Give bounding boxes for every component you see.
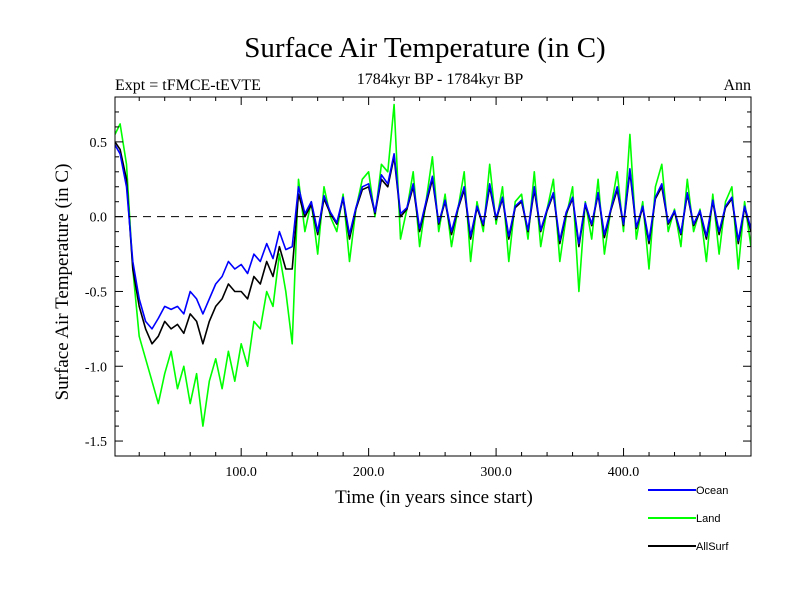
legend: Ocean Land AllSurf: [648, 485, 729, 553]
chart-title: Surface Air Temperature (in C): [244, 32, 605, 64]
x-tick-label: 100.0: [225, 465, 257, 480]
chart-subtitle-right: Ann: [723, 77, 751, 94]
legend-label-land: Land: [696, 513, 720, 525]
legend-label-allsurf: AllSurf: [696, 541, 729, 553]
chart-subtitle-left: Expt = tFMCE-tEVTE: [115, 77, 261, 94]
series-layer: [115, 103, 751, 427]
y-axis-label: Surface Air Temperature (in C): [52, 164, 73, 401]
y-tick-label: -1.5: [85, 435, 107, 450]
x-tick-label: 300.0: [480, 465, 512, 480]
x-tick-label: 400.0: [608, 465, 640, 480]
plot-frame: [114, 96, 752, 457]
x-axis-label: Time (in years since start): [335, 487, 533, 508]
chart-subtitle-center: 1784kyr BP - 1784kyr BP: [357, 71, 524, 88]
series-line-land: [115, 103, 751, 427]
y-tick-label: 0.5: [90, 136, 108, 151]
y-tick-label: -0.5: [85, 285, 107, 300]
y-tick-label: 0.0: [90, 211, 108, 226]
y-tick-label: -1.0: [85, 360, 107, 375]
x-tick-label: 200.0: [353, 465, 385, 480]
legend-label-ocean: Ocean: [696, 485, 728, 497]
axis-ticks: 100.0 200.0 300.0 400.0 0.5 0.0 -0.5 -1.0 -1.5: [85, 96, 751, 480]
series-line-ocean: [115, 144, 751, 330]
